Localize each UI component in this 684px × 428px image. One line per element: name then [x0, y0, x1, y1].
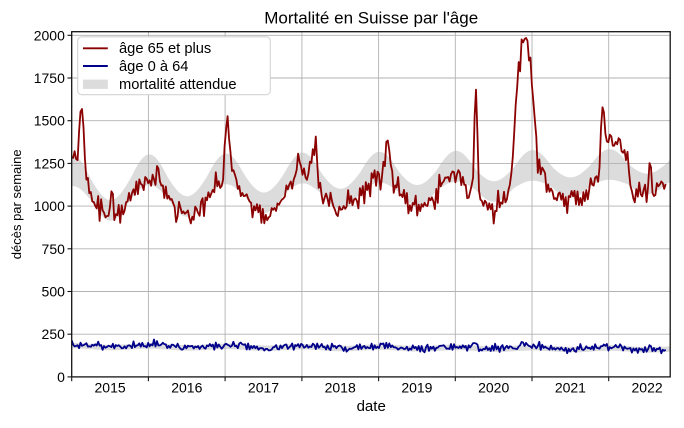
- svg-text:âge 65 et plus: âge 65 et plus: [119, 41, 211, 57]
- svg-text:1000: 1000: [34, 198, 65, 214]
- svg-text:250: 250: [42, 326, 66, 342]
- svg-text:âge 0 à 64: âge 0 à 64: [119, 59, 188, 75]
- svg-text:2015: 2015: [95, 380, 126, 396]
- svg-text:2016: 2016: [171, 380, 202, 396]
- svg-text:2017: 2017: [248, 380, 279, 396]
- svg-text:mortalité attendue: mortalité attendue: [119, 77, 237, 93]
- svg-text:500: 500: [42, 284, 66, 300]
- svg-text:2000: 2000: [34, 27, 65, 43]
- svg-text:0: 0: [57, 369, 65, 385]
- svg-text:1500: 1500: [34, 113, 65, 129]
- svg-text:1250: 1250: [34, 155, 65, 171]
- svg-text:2022: 2022: [632, 380, 663, 396]
- svg-text:2019: 2019: [401, 380, 432, 396]
- svg-text:Mortalité en Suisse par l'âge: Mortalité en Suisse par l'âge: [264, 8, 478, 27]
- svg-text:date: date: [357, 398, 386, 415]
- svg-text:1750: 1750: [34, 70, 65, 86]
- svg-text:750: 750: [42, 241, 66, 257]
- svg-text:2018: 2018: [325, 380, 356, 396]
- svg-text:2021: 2021: [555, 380, 586, 396]
- svg-text:décès par semaine: décès par semaine: [9, 149, 24, 259]
- svg-text:2020: 2020: [478, 380, 509, 396]
